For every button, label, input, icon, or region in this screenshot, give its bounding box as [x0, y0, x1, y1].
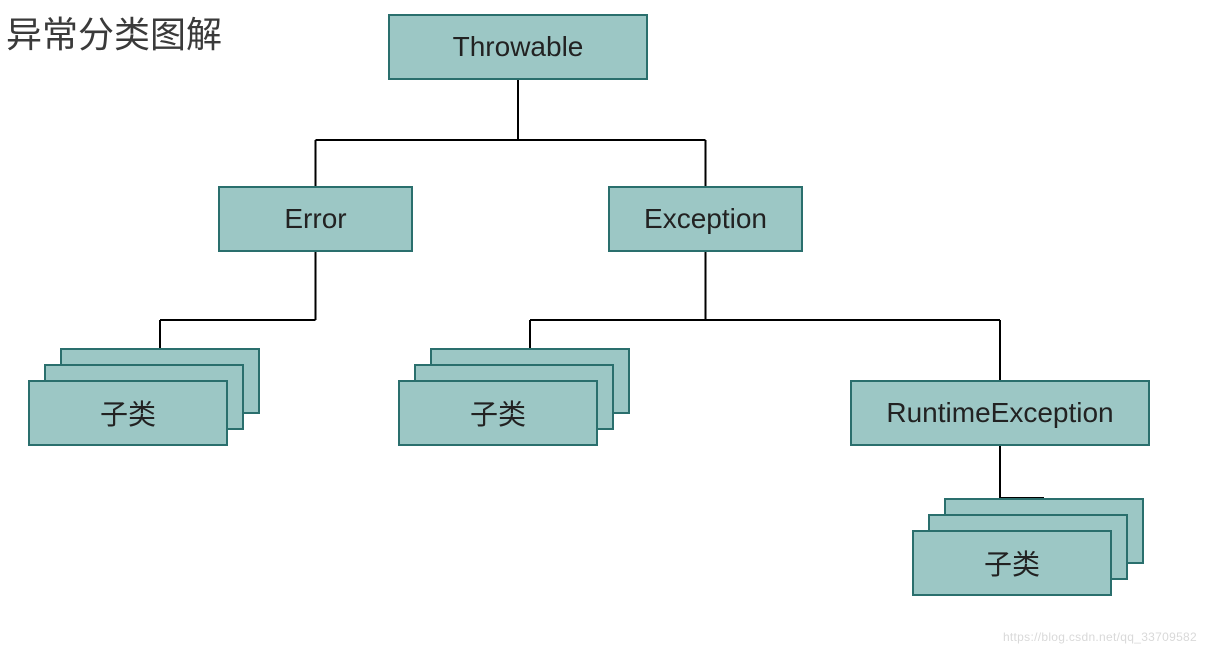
- stack-error-sub: 子类: [28, 380, 228, 446]
- node-exception-label: Exception: [644, 203, 767, 235]
- diagram-title: 异常分类图解: [6, 6, 222, 58]
- watermark: https://blog.csdn.net/qq_33709582: [1003, 630, 1197, 644]
- node-throwable-label: Throwable: [453, 31, 584, 63]
- stack-exc-sub: 子类: [398, 380, 598, 446]
- stack-runtime-sub: 子类: [912, 530, 1112, 596]
- node-error: Error: [218, 186, 413, 252]
- stack-error-sub-label: 子类: [100, 393, 156, 433]
- stack-runtime-sub-label: 子类: [984, 543, 1040, 583]
- node-throwable: Throwable: [388, 14, 648, 80]
- stack-exc-sub-label: 子类: [470, 393, 526, 433]
- node-exception: Exception: [608, 186, 803, 252]
- node-runtime: RuntimeException: [850, 380, 1150, 446]
- node-error-label: Error: [284, 203, 346, 235]
- node-runtime-label: RuntimeException: [886, 397, 1113, 429]
